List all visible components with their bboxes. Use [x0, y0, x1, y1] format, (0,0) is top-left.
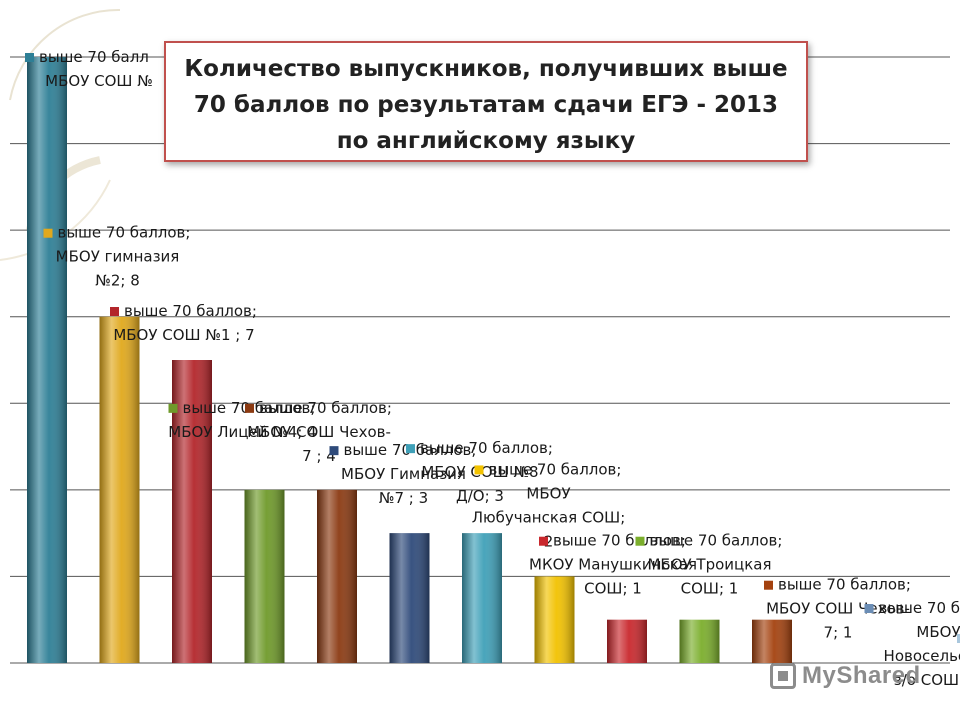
bar-shading: [462, 533, 502, 663]
label-marker: [43, 228, 53, 238]
label-marker: [25, 53, 34, 62]
data-label: №7 ; 3: [379, 489, 428, 507]
data-label: выше 70 баллов;: [489, 460, 622, 478]
label-marker: [406, 444, 415, 454]
data-label: выше 70 баллов;: [259, 399, 392, 417]
data-label: 7; 1: [824, 624, 853, 642]
label-marker: [329, 446, 339, 456]
bar-shading: [27, 57, 67, 663]
data-label: МБОУ: [916, 623, 960, 641]
data-label: МБОУ СОШ №1 ; 7: [113, 326, 254, 344]
bar-shading: [244, 489, 285, 663]
label-marker: [635, 536, 645, 546]
data-label: МБОУ СОШ Чехов-: [766, 600, 910, 618]
label-marker: [474, 465, 484, 475]
data-label: МБОУ Лицей №4; 4: [168, 423, 316, 441]
watermark: MyShared: [770, 660, 921, 692]
label-marker: [245, 403, 254, 413]
data-label: СОШ; 1: [681, 580, 739, 598]
bars: [27, 57, 792, 663]
data-label: МБОУ СОШ Чехов-: [247, 423, 391, 441]
bar-shading: [679, 619, 720, 663]
title-line-1: Количество выпускников, получивших выше: [184, 56, 788, 82]
bar-shading: [607, 619, 647, 663]
bar-shading: [99, 316, 140, 663]
label-marker: [539, 536, 548, 546]
label-marker: [864, 604, 874, 613]
label-marker: [110, 307, 119, 316]
data-label: выше 70 балл: [39, 48, 149, 66]
data-label: 7 ; 4: [302, 447, 336, 465]
data-label: МБОУ Гимназия: [341, 465, 466, 483]
data-label: выше 70 баллов;: [124, 302, 257, 320]
bar-shading: [389, 533, 430, 663]
data-label: выше 70 баллов;: [553, 532, 686, 550]
bar-shading: [317, 489, 357, 663]
data-label: МБОУ гимназия: [56, 248, 180, 266]
bar-shading: [752, 619, 792, 663]
data-label: МКОУ Манушкинская: [529, 556, 697, 574]
data-label: выше 70 баллов;: [879, 599, 960, 617]
label-marker: [168, 403, 178, 413]
label-marker: [764, 580, 773, 590]
bar-shading: [172, 360, 212, 663]
data-label: МБОУ: [526, 484, 570, 502]
watermark-text: MyShared: [802, 662, 921, 689]
bar-shading: [534, 576, 575, 663]
data-label: 2: [544, 532, 554, 550]
data-label: Любучанская СОШ;: [472, 508, 626, 526]
data-label: выше 70 баллов;: [778, 576, 911, 594]
title-line-3: по английскому языку: [336, 128, 636, 154]
data-label: МБОУ СОШ №: [45, 72, 153, 90]
data-label: СОШ; 1: [584, 580, 642, 598]
data-label: №2; 8: [95, 272, 140, 290]
data-label: Д/О; 3: [456, 487, 504, 505]
watermark-logo-icon: [770, 663, 796, 689]
data-label: выше 70 баллов;: [58, 224, 191, 242]
data-label: МБОУ Троицкая: [647, 556, 771, 574]
data-label: з/о СОШ ; 0: [894, 671, 960, 689]
chart-title: Количество выпускников, получивших выше …: [164, 41, 808, 162]
title-line-2: 70 баллов по результатам сдачи ЕГЭ - 201…: [193, 92, 779, 118]
label-marker: [957, 634, 960, 643]
data-label: Новосельская: [884, 647, 960, 665]
data-label: выше 70 баллов;: [650, 532, 783, 550]
data-label: выше 70 баллов;: [420, 439, 553, 457]
